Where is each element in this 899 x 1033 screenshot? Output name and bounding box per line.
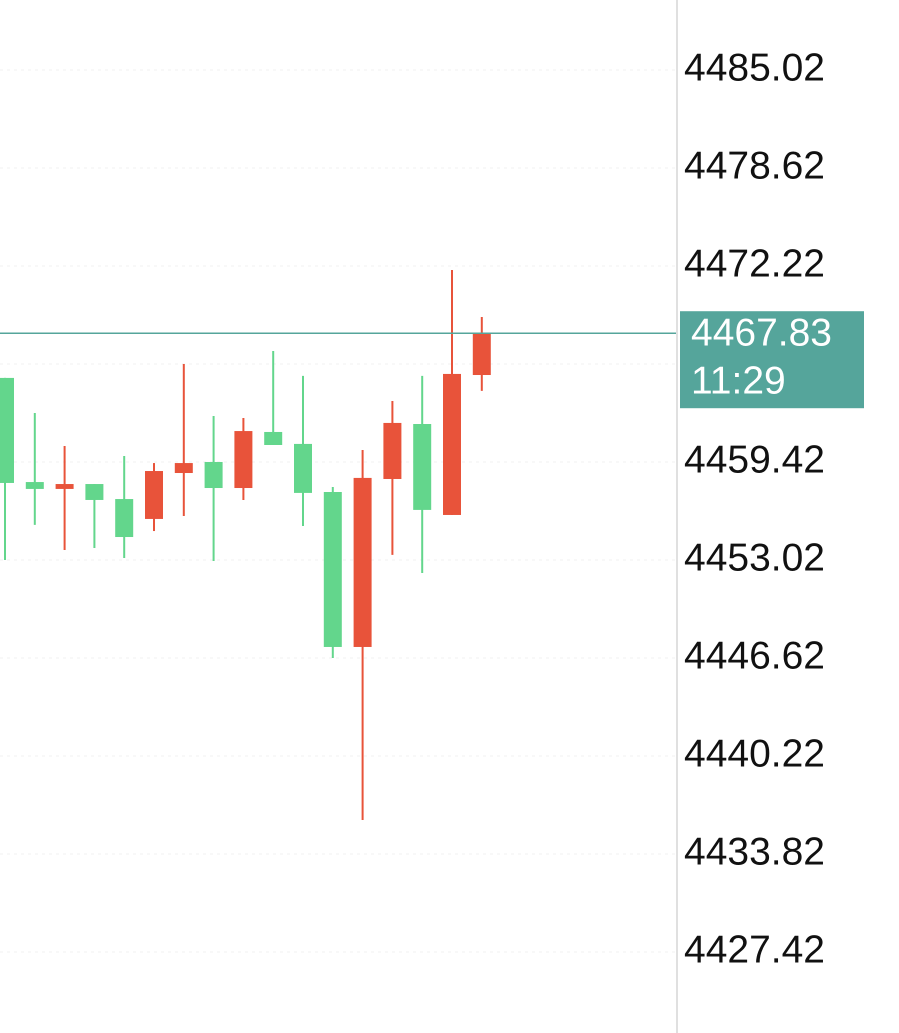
candle-body bbox=[204, 461, 223, 489]
candle-body bbox=[234, 431, 253, 489]
y-tick-label: 4446.62 bbox=[684, 634, 825, 677]
candle-body bbox=[85, 484, 104, 500]
candle-body bbox=[115, 499, 134, 538]
candle-body bbox=[264, 431, 283, 445]
candle-body bbox=[0, 377, 14, 483]
last-price-tag bbox=[680, 311, 864, 409]
candle-body bbox=[294, 443, 312, 493]
y-tick-label: 4485.02 bbox=[684, 46, 825, 89]
y-tick-label: 4478.62 bbox=[684, 144, 825, 187]
candle-body bbox=[25, 482, 44, 489]
candle-body bbox=[323, 491, 342, 647]
y-tick-label: 4427.42 bbox=[684, 928, 825, 971]
candle-body bbox=[472, 333, 491, 376]
candles bbox=[0, 269, 676, 820]
y-tick-label: 4472.22 bbox=[684, 242, 825, 285]
candle-body bbox=[443, 373, 461, 515]
grid bbox=[0, 69, 676, 953]
price-axis: 4485.02 4478.62 4472.22 4459.42 4453.02 4446.… bbox=[680, 46, 864, 971]
candle-body bbox=[413, 424, 432, 510]
countdown-label: 11:29 bbox=[691, 360, 786, 403]
candle-body bbox=[55, 484, 74, 489]
y-tick-label: 4453.02 bbox=[684, 536, 825, 579]
candle-body bbox=[145, 471, 163, 519]
y-tick-label: 4440.22 bbox=[684, 732, 825, 775]
candle-body bbox=[353, 477, 372, 647]
y-tick-label: 4459.42 bbox=[684, 438, 825, 481]
candle-body bbox=[174, 463, 193, 474]
last-price-label: 4467.83 bbox=[691, 312, 832, 355]
y-tick-label: 4433.82 bbox=[684, 830, 825, 873]
candle-body bbox=[383, 422, 402, 479]
